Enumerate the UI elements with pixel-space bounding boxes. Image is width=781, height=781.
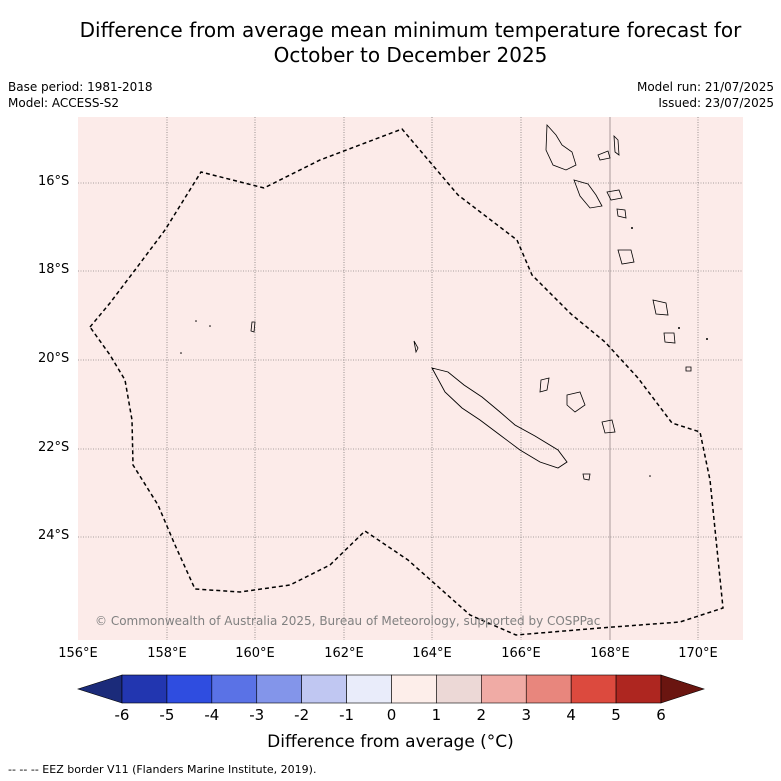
epi-island	[616, 208, 627, 219]
latitude-label: 22°S	[38, 440, 70, 455]
colorbar-title: Difference from average (°C)	[267, 732, 514, 752]
colorbar-extend-high	[660, 674, 705, 704]
colorbar-tick-label: -3	[249, 706, 265, 724]
colorbar-tick-label: -2	[294, 706, 310, 724]
colorbar-segment	[391, 674, 437, 704]
longitude-label: 160°E	[235, 646, 275, 661]
issued-date: Issued: 23/07/2025	[658, 96, 774, 110]
colorbar-segment	[121, 674, 168, 704]
islet-3	[209, 325, 211, 327]
longitude-label: 162°E	[324, 646, 364, 661]
islet-1	[195, 320, 197, 322]
efate-island	[617, 249, 635, 265]
espiritu-santo-island	[545, 124, 577, 171]
longitude-label: 168°E	[590, 646, 630, 661]
meta-right: Model run: 21/07/2025 Issued: 23/07/2025	[637, 79, 774, 111]
islet-6	[631, 227, 633, 229]
latitude-label: 16°S	[38, 174, 70, 189]
colorbar-segment	[436, 674, 482, 704]
colorbar-tick-label: 0	[386, 706, 397, 724]
colorbar-segment	[481, 674, 527, 704]
islet-2	[180, 352, 182, 354]
colorbar-segment	[525, 674, 572, 704]
islet-5	[706, 338, 708, 340]
longitude-label: 166°E	[501, 646, 541, 661]
model-run: Model run: 21/07/2025	[636, 80, 774, 94]
colorbar-tick-label: 5	[611, 706, 621, 724]
maewo-island	[597, 150, 611, 161]
colorbar-segment	[256, 674, 302, 704]
model-name: Model: ACCESS-S2	[8, 96, 120, 110]
colorbar-tick-label: 3	[521, 706, 532, 724]
islet-7	[649, 475, 651, 477]
colorbar-segment	[166, 674, 213, 704]
longitude-label: 158°E	[147, 646, 187, 661]
meta-left: Base period: 1981-2018 Model: ACCESS-S2	[8, 79, 153, 111]
aneityum-island	[685, 366, 692, 372]
map-area	[78, 117, 743, 640]
latitude-label: 24°S	[38, 528, 70, 543]
colorbar-extend-low	[77, 674, 123, 704]
colorbar-segment	[301, 674, 347, 704]
tanna-island	[663, 332, 676, 344]
mare-island	[601, 419, 616, 434]
copyright-note: © Commonwealth of Australia 2025, Bureau…	[95, 614, 601, 628]
lifou-island	[566, 391, 586, 413]
title-line-1: Difference from average mean minimum tem…	[79, 18, 742, 42]
belep-island	[413, 340, 419, 354]
chart-title: Difference from average mean minimum tem…	[0, 18, 781, 68]
colorbar-tick-label: -4	[204, 706, 220, 724]
ouvea-island	[539, 377, 550, 393]
colorbar-tick-label: -5	[159, 706, 175, 724]
erromango-island	[652, 299, 669, 316]
longitude-label: 164°E	[412, 646, 452, 661]
malekula-island	[573, 179, 603, 209]
colorbar-tick-label: 2	[476, 706, 487, 724]
latitude-label: 20°S	[38, 351, 70, 366]
isle-of-pines	[582, 473, 591, 481]
ambrym-island	[606, 189, 623, 201]
eez-footnote: -- -- -- EEZ border V11 (Flanders Marine…	[8, 763, 317, 776]
pentecost-island	[613, 134, 620, 156]
colorbar-segment	[346, 674, 392, 704]
colorbar-tick-label: -6	[114, 706, 130, 724]
longitude-label: 156°E	[58, 646, 98, 661]
chesterfield-islet	[250, 321, 256, 333]
colorbar-tick-label: -1	[339, 706, 355, 724]
colorbar-segment	[570, 674, 617, 704]
islet-4	[678, 327, 680, 329]
new-caledonia-island	[431, 367, 568, 469]
gridlines	[78, 117, 743, 640]
colorbar	[77, 674, 705, 704]
colorbar-tick-label: 6	[656, 706, 666, 724]
colorbar-tick-label: 1	[431, 706, 442, 724]
colorbar-segment	[211, 674, 258, 704]
title-line-2: October to December 2025	[273, 43, 548, 67]
longitude-label: 170°E	[678, 646, 718, 661]
eez-border	[89, 128, 724, 636]
colorbar-segment	[615, 674, 662, 704]
base-period: Base period: 1981-2018	[8, 80, 153, 94]
latitude-label: 18°S	[38, 262, 70, 277]
colorbar-tick-label: 4	[566, 706, 576, 724]
